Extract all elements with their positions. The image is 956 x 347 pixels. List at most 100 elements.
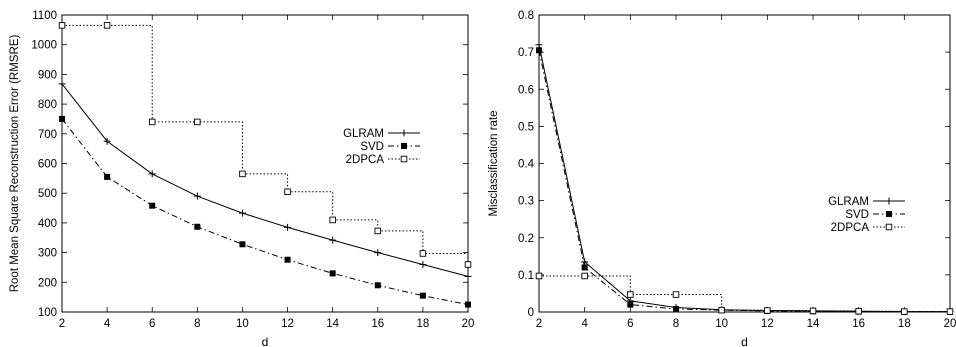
x-tick-label: 4 bbox=[104, 318, 111, 330]
y-tick-label: 900 bbox=[38, 69, 57, 81]
y-tick-label: 700 bbox=[38, 129, 57, 141]
data-point bbox=[103, 22, 111, 29]
legend-marker bbox=[885, 223, 893, 231]
y-tick-label: 100 bbox=[38, 307, 57, 319]
data-point bbox=[946, 308, 954, 315]
legend-entry: 2DPCA bbox=[831, 222, 905, 234]
series-glram bbox=[58, 80, 472, 280]
x-tick-label: 6 bbox=[627, 318, 633, 330]
legend-marker bbox=[400, 155, 408, 163]
data-point bbox=[239, 241, 246, 248]
series-line bbox=[538, 50, 950, 313]
y-tick-label: 1100 bbox=[32, 10, 57, 22]
data-point bbox=[764, 307, 771, 314]
data-point bbox=[718, 306, 725, 314]
data-point bbox=[465, 301, 471, 308]
x-tick-label: 16 bbox=[371, 318, 384, 330]
plot-frame bbox=[61, 14, 469, 313]
data-point bbox=[581, 264, 588, 271]
series-svd bbox=[536, 47, 953, 315]
data-point bbox=[419, 250, 427, 257]
y-axis-label: Misclassification rate bbox=[488, 110, 500, 216]
x-tick-label: 2 bbox=[59, 318, 65, 330]
data-point bbox=[672, 291, 680, 298]
data-point bbox=[535, 272, 543, 280]
data-point bbox=[464, 261, 472, 268]
y-tick-label: 0.3 bbox=[518, 196, 534, 208]
legend-entry: SVD bbox=[845, 209, 905, 221]
x-tick-label: 14 bbox=[807, 318, 820, 330]
data-point bbox=[194, 118, 201, 126]
x-tick-label: 6 bbox=[149, 318, 155, 330]
series-line bbox=[61, 83, 469, 277]
series-2dpca bbox=[58, 22, 472, 268]
data-point bbox=[809, 307, 817, 315]
data-point bbox=[149, 202, 156, 209]
y-tick-label: 0.2 bbox=[518, 233, 534, 245]
legend-marker bbox=[401, 143, 407, 149]
data-point bbox=[374, 249, 382, 257]
data-point bbox=[284, 188, 291, 195]
y-tick-label: 0.5 bbox=[518, 121, 534, 133]
y-tick-label: 400 bbox=[38, 218, 57, 230]
data-point bbox=[627, 301, 634, 308]
y-tick-label: 0 bbox=[528, 307, 534, 319]
plot-frame bbox=[538, 14, 951, 313]
y-tick-label: 300 bbox=[38, 248, 57, 260]
legend-marker bbox=[400, 129, 408, 137]
legend-label: GLRAM bbox=[828, 196, 869, 208]
legend-label: 2DPCA bbox=[346, 154, 385, 166]
x-tick-label: 2 bbox=[536, 318, 542, 330]
data-point bbox=[581, 258, 589, 266]
legend-entry: GLRAM bbox=[828, 196, 905, 208]
y-tick-label: 1000 bbox=[31, 40, 57, 52]
data-point bbox=[238, 209, 246, 217]
legend-entry: 2DPCA bbox=[346, 154, 420, 166]
x-axis-label: d bbox=[741, 335, 748, 347]
data-point bbox=[673, 306, 679, 313]
x-tick-label: 20 bbox=[944, 318, 956, 330]
x-tick-label: 16 bbox=[852, 318, 865, 330]
series-line bbox=[62, 24, 469, 265]
y-tick-label: 0.6 bbox=[518, 84, 534, 96]
x-tick-label: 4 bbox=[581, 318, 588, 330]
y-tick-label: 0.8 bbox=[518, 10, 534, 22]
data-point bbox=[194, 223, 201, 230]
data-point bbox=[627, 291, 634, 298]
data-point bbox=[535, 41, 543, 49]
series-svd bbox=[59, 115, 471, 308]
data-point bbox=[374, 282, 381, 289]
series-line bbox=[61, 118, 469, 306]
y-tick-label: 800 bbox=[38, 99, 57, 111]
data-point bbox=[58, 80, 66, 88]
x-tick-label: 8 bbox=[194, 318, 200, 330]
data-point bbox=[419, 292, 426, 299]
legend-marker bbox=[886, 211, 892, 217]
data-point bbox=[104, 173, 111, 180]
data-point bbox=[374, 227, 382, 235]
x-tick-label: 10 bbox=[236, 318, 249, 330]
data-point bbox=[193, 192, 201, 200]
data-point bbox=[284, 256, 291, 263]
data-point bbox=[329, 216, 336, 224]
x-tick-label: 8 bbox=[673, 318, 679, 330]
legend-label: 2DPCA bbox=[831, 222, 870, 234]
data-point bbox=[148, 118, 156, 126]
data-point bbox=[329, 270, 336, 277]
y-axis-label: Root Mean Square Reconstruction Error (R… bbox=[9, 35, 21, 293]
data-point bbox=[103, 137, 111, 145]
data-point bbox=[581, 272, 588, 280]
y-tick-label: 0.7 bbox=[518, 47, 534, 59]
data-point bbox=[329, 236, 337, 244]
y-tick-label: 500 bbox=[38, 188, 57, 200]
y-tick-label: 0.1 bbox=[518, 270, 534, 282]
series-2dpca bbox=[535, 272, 954, 315]
x-tick-label: 10 bbox=[715, 318, 728, 330]
x-tick-label: 14 bbox=[326, 318, 339, 330]
x-tick-label: 20 bbox=[462, 318, 475, 330]
x-tick-label: 18 bbox=[898, 318, 911, 330]
y-tick-label: 600 bbox=[38, 159, 57, 171]
series-line bbox=[538, 44, 950, 313]
y-tick-label: 0.4 bbox=[518, 159, 535, 171]
